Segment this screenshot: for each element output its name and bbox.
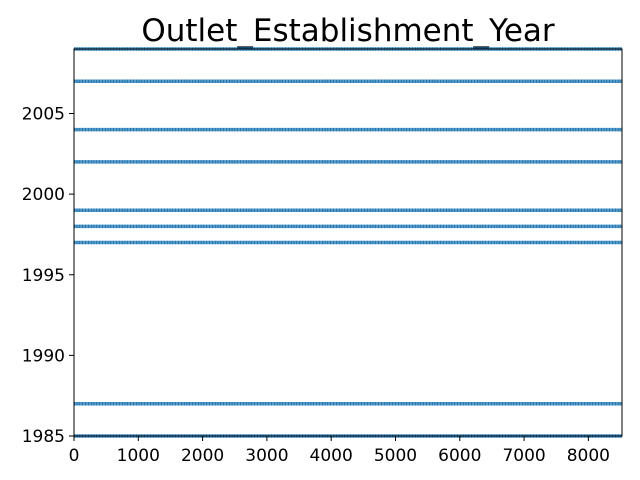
x-tick-label: 1000 — [117, 446, 160, 466]
y-tick-label: 1995 — [22, 266, 65, 286]
chart-title: Outlet_Establishment_Year — [141, 13, 555, 49]
x-tick-label: 3000 — [245, 446, 288, 466]
x-tick-label: 5000 — [374, 446, 417, 466]
y-axis: 1985 1990 1995 2000 2005 — [22, 105, 74, 447]
x-tick-label: 6000 — [438, 446, 481, 466]
y-tick-label: 2005 — [22, 105, 65, 125]
x-tick-label: 0 — [69, 446, 80, 466]
plot-frame — [73, 48, 623, 437]
y-tick-label: 1985 — [22, 427, 65, 447]
x-axis: 0 1000 2000 3000 4000 5000 6000 7000 8000 — [69, 436, 610, 466]
x-tick-label: 2000 — [181, 446, 224, 466]
y-tick-label: 1990 — [22, 346, 65, 366]
y-tick-label: 2000 — [22, 185, 65, 205]
x-tick-label: 7000 — [502, 446, 545, 466]
x-tick-label: 4000 — [310, 446, 353, 466]
points-layer — [74, 47, 622, 438]
x-tick-label: 8000 — [567, 446, 610, 466]
